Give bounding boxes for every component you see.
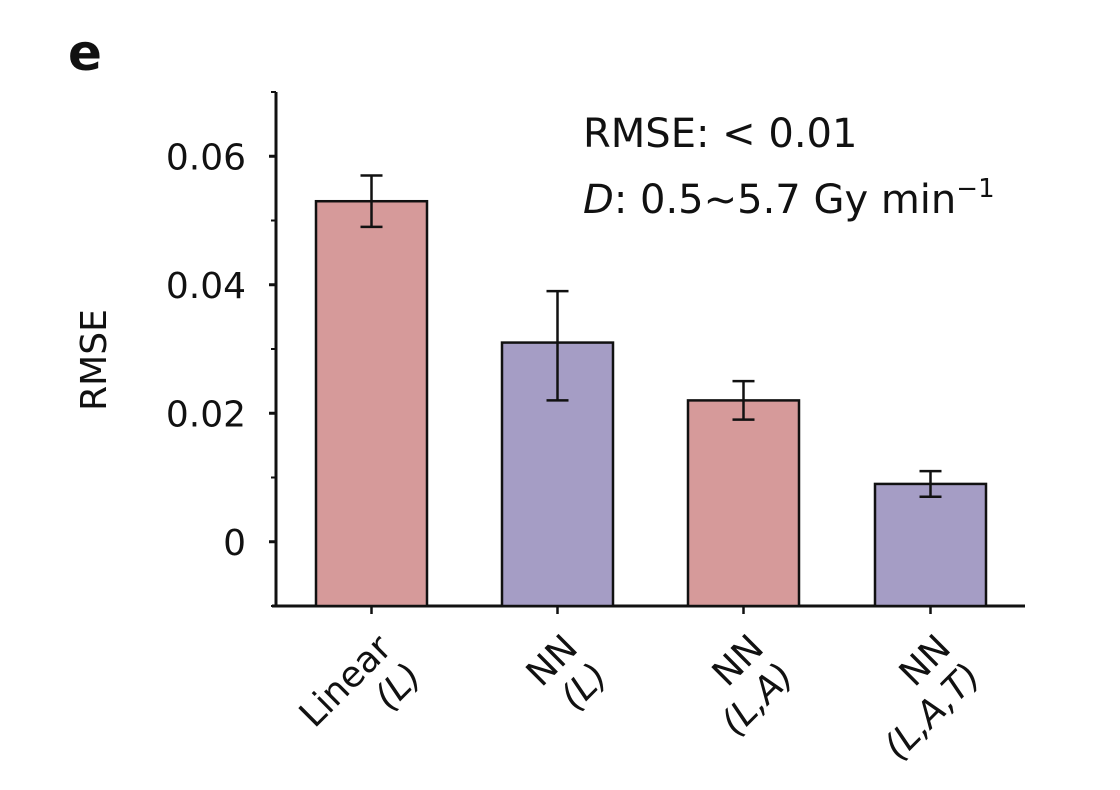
panel-label: e bbox=[68, 24, 102, 82]
y-axis: 0 0.02 0.04 0.06 bbox=[166, 91, 278, 607]
y-tick-label: 0.02 bbox=[166, 394, 246, 435]
error-bar bbox=[360, 174, 383, 229]
bar bbox=[873, 482, 988, 608]
y-tick-label: 0.06 bbox=[166, 137, 246, 178]
error-bar bbox=[919, 469, 942, 499]
error-bars bbox=[360, 174, 942, 499]
error-bar bbox=[546, 289, 569, 402]
y-tick-label: 0 bbox=[223, 523, 246, 564]
bar bbox=[314, 199, 429, 608]
y-axis-title: RMSE bbox=[74, 309, 115, 411]
bars bbox=[314, 199, 988, 608]
error-bar bbox=[732, 379, 755, 421]
annotation-dose-unit-exp: −1 bbox=[956, 174, 994, 204]
x-tick-labels: Linear(L) NN(L) NN(L,A) NN(L,A,T) bbox=[292, 606, 989, 768]
annotation-dose-var: D bbox=[583, 177, 614, 223]
y-ticks: 0 0.02 0.04 0.06 bbox=[166, 91, 276, 607]
bar bbox=[686, 399, 801, 608]
annotation-dose-text: : 0.5~5.7 Gy min bbox=[614, 177, 956, 223]
annotation-dose-rate: D: 0.5~5.7 Gy min−1 bbox=[583, 174, 995, 223]
y-tick-label: 0.04 bbox=[166, 266, 246, 307]
annotation-rmse: RMSE: < 0.01 bbox=[583, 111, 857, 157]
annotation: RMSE: < 0.01 D: 0.5~5.7 Gy min−1 bbox=[583, 111, 995, 223]
